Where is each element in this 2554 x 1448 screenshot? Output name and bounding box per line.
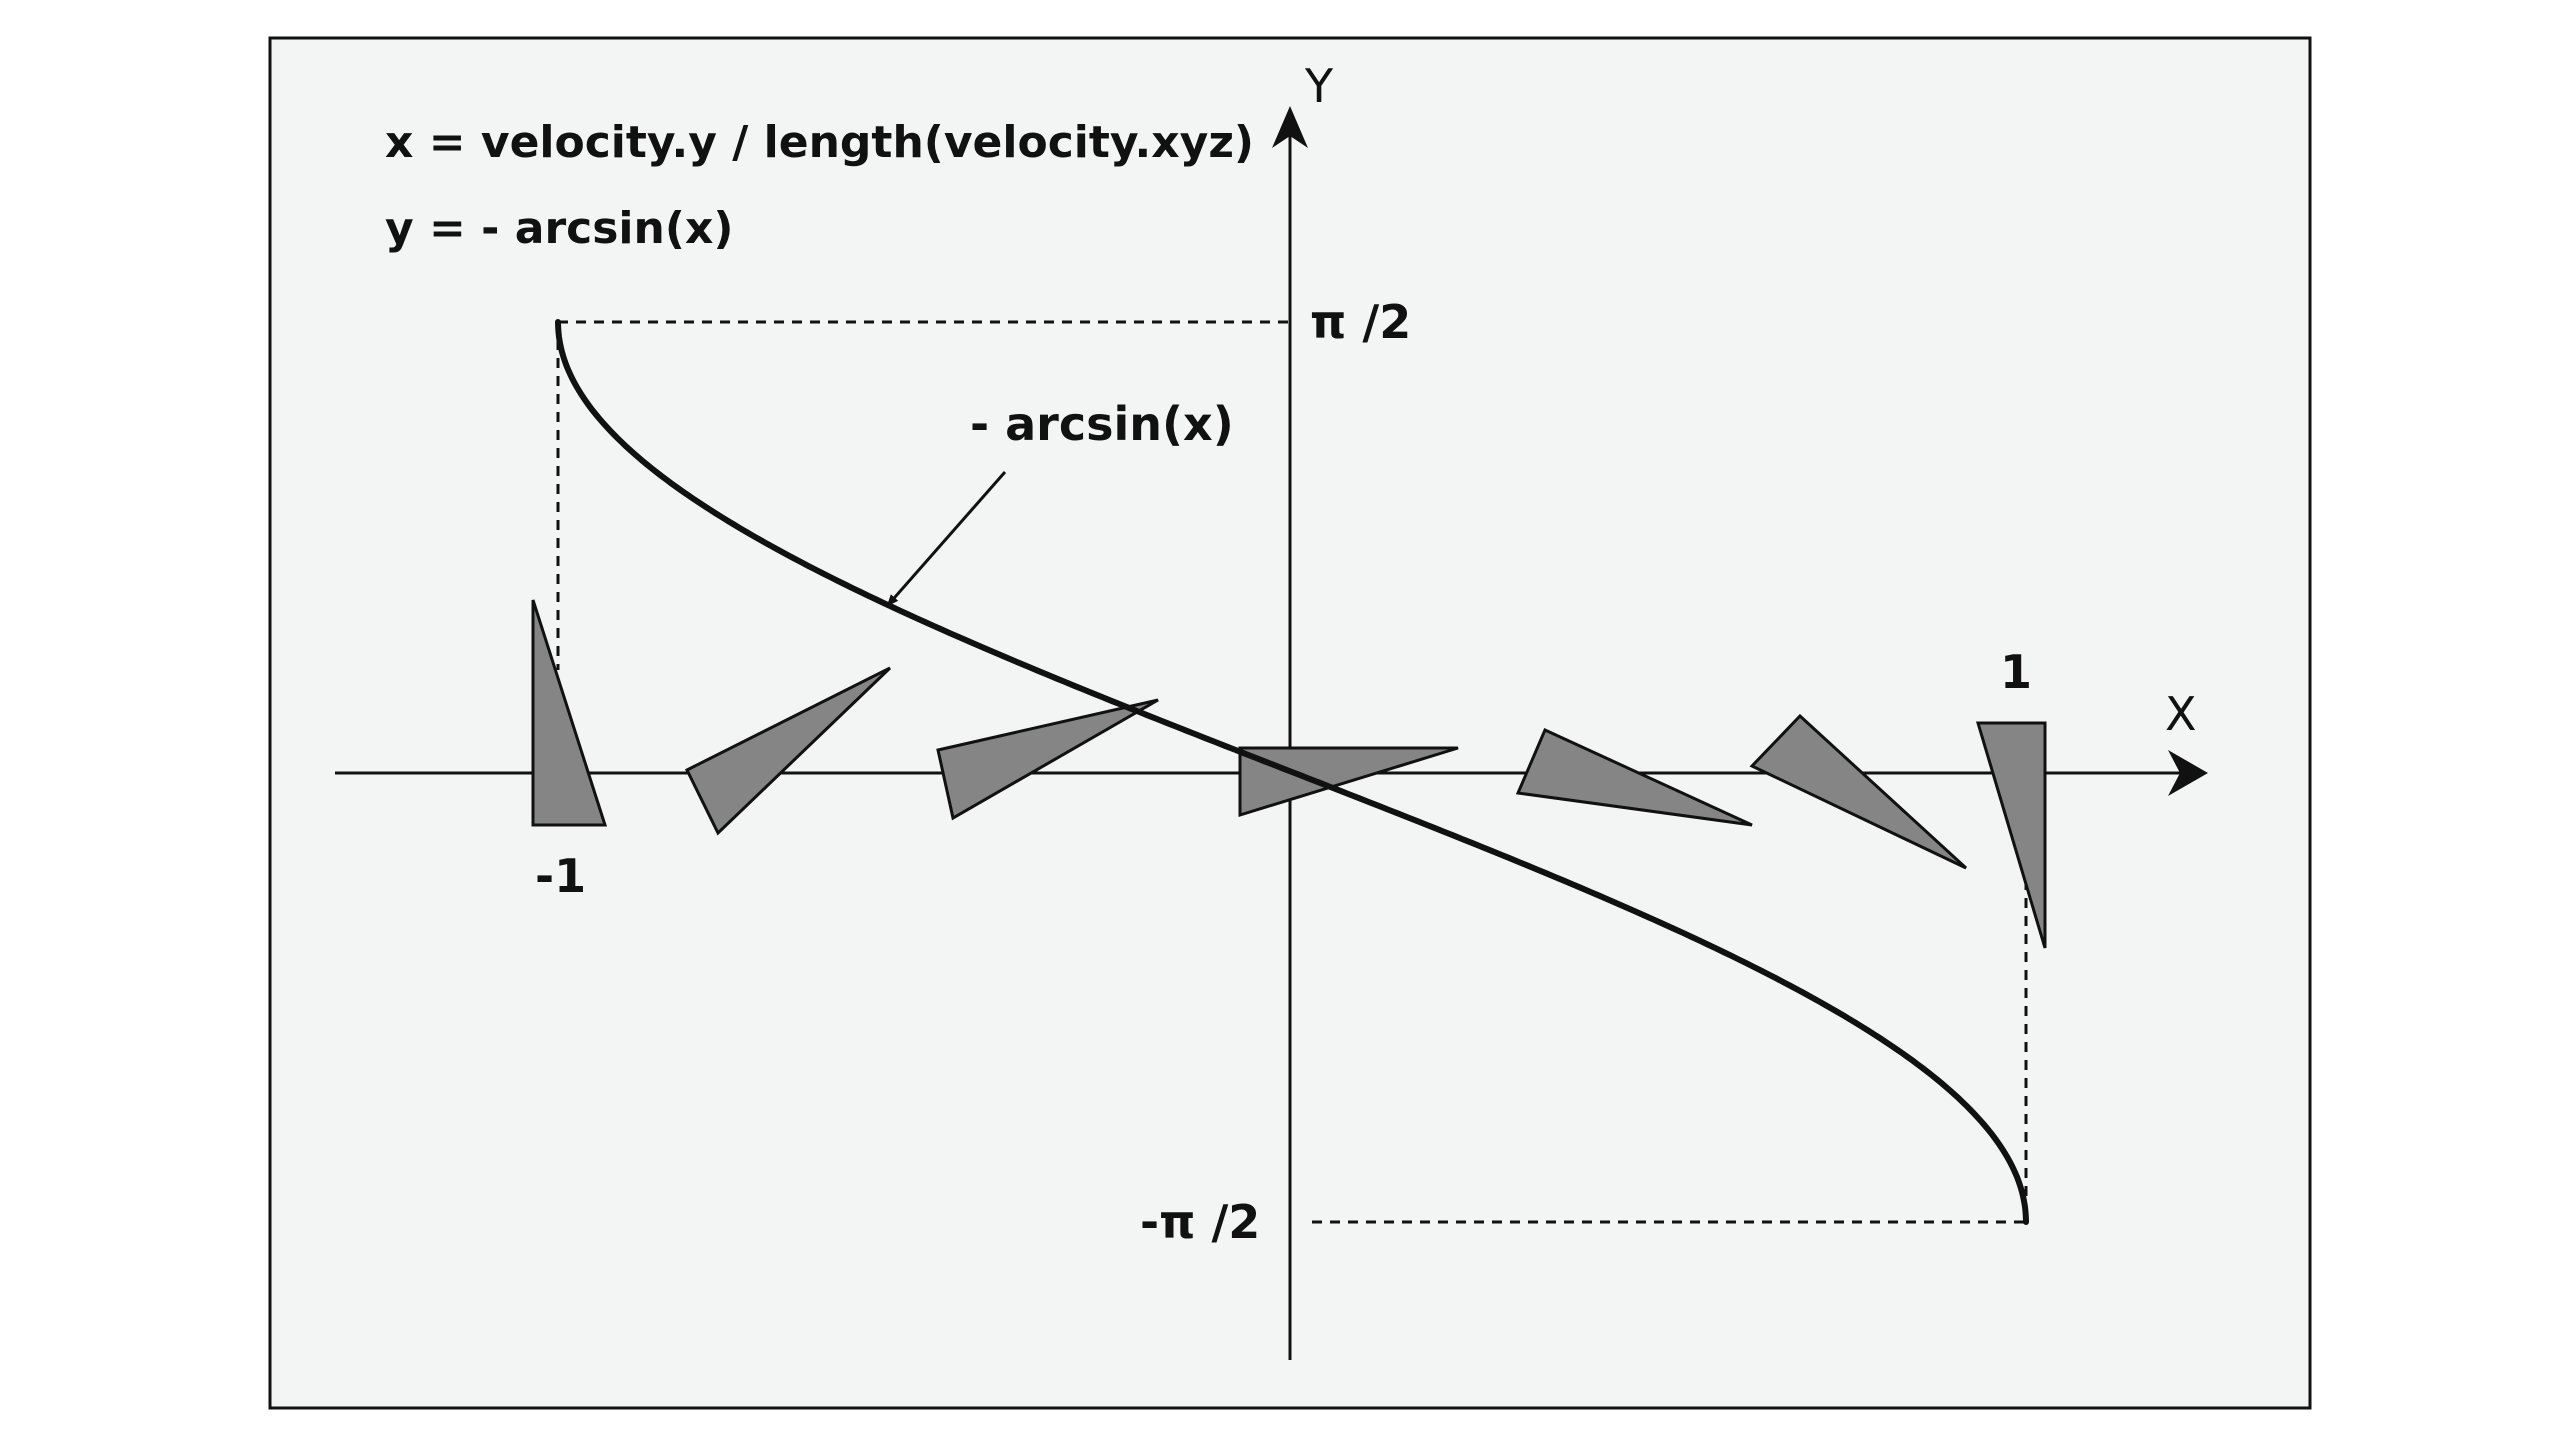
curve-label-arrow bbox=[886, 471, 1007, 607]
orientation-triangles bbox=[531, 599, 2047, 949]
x-axis-label: X bbox=[2165, 687, 2197, 741]
triangle-7 bbox=[1975, 721, 2047, 949]
tick-label-x-max: 1 bbox=[2000, 645, 2032, 699]
x-axis-arrowhead bbox=[2168, 750, 2208, 796]
arcsin-curve bbox=[555, 319, 2029, 1225]
triangle-3 bbox=[936, 698, 1159, 821]
y-axis-arrowhead bbox=[1272, 106, 1308, 148]
tick-label-y-max: π /2 bbox=[1310, 295, 1411, 349]
triangle-6 bbox=[1749, 713, 1968, 870]
triangle-1 bbox=[531, 599, 608, 827]
tick-label-y-min: -π /2 bbox=[1140, 1195, 1260, 1249]
triangle-4 bbox=[1238, 746, 1459, 818]
triangle-2 bbox=[684, 666, 892, 836]
equation-y: y = - arcsin(x) bbox=[385, 203, 733, 254]
curve-label: - arcsin(x) bbox=[970, 397, 1234, 451]
equation-x: x = velocity.y / length(velocity.xyz) bbox=[385, 117, 1254, 168]
triangle-5 bbox=[1515, 727, 1753, 827]
y-axis-label: Y bbox=[1304, 59, 1334, 113]
guide-lines bbox=[556, 320, 2028, 1224]
tick-label-x-min: -1 bbox=[535, 849, 586, 903]
